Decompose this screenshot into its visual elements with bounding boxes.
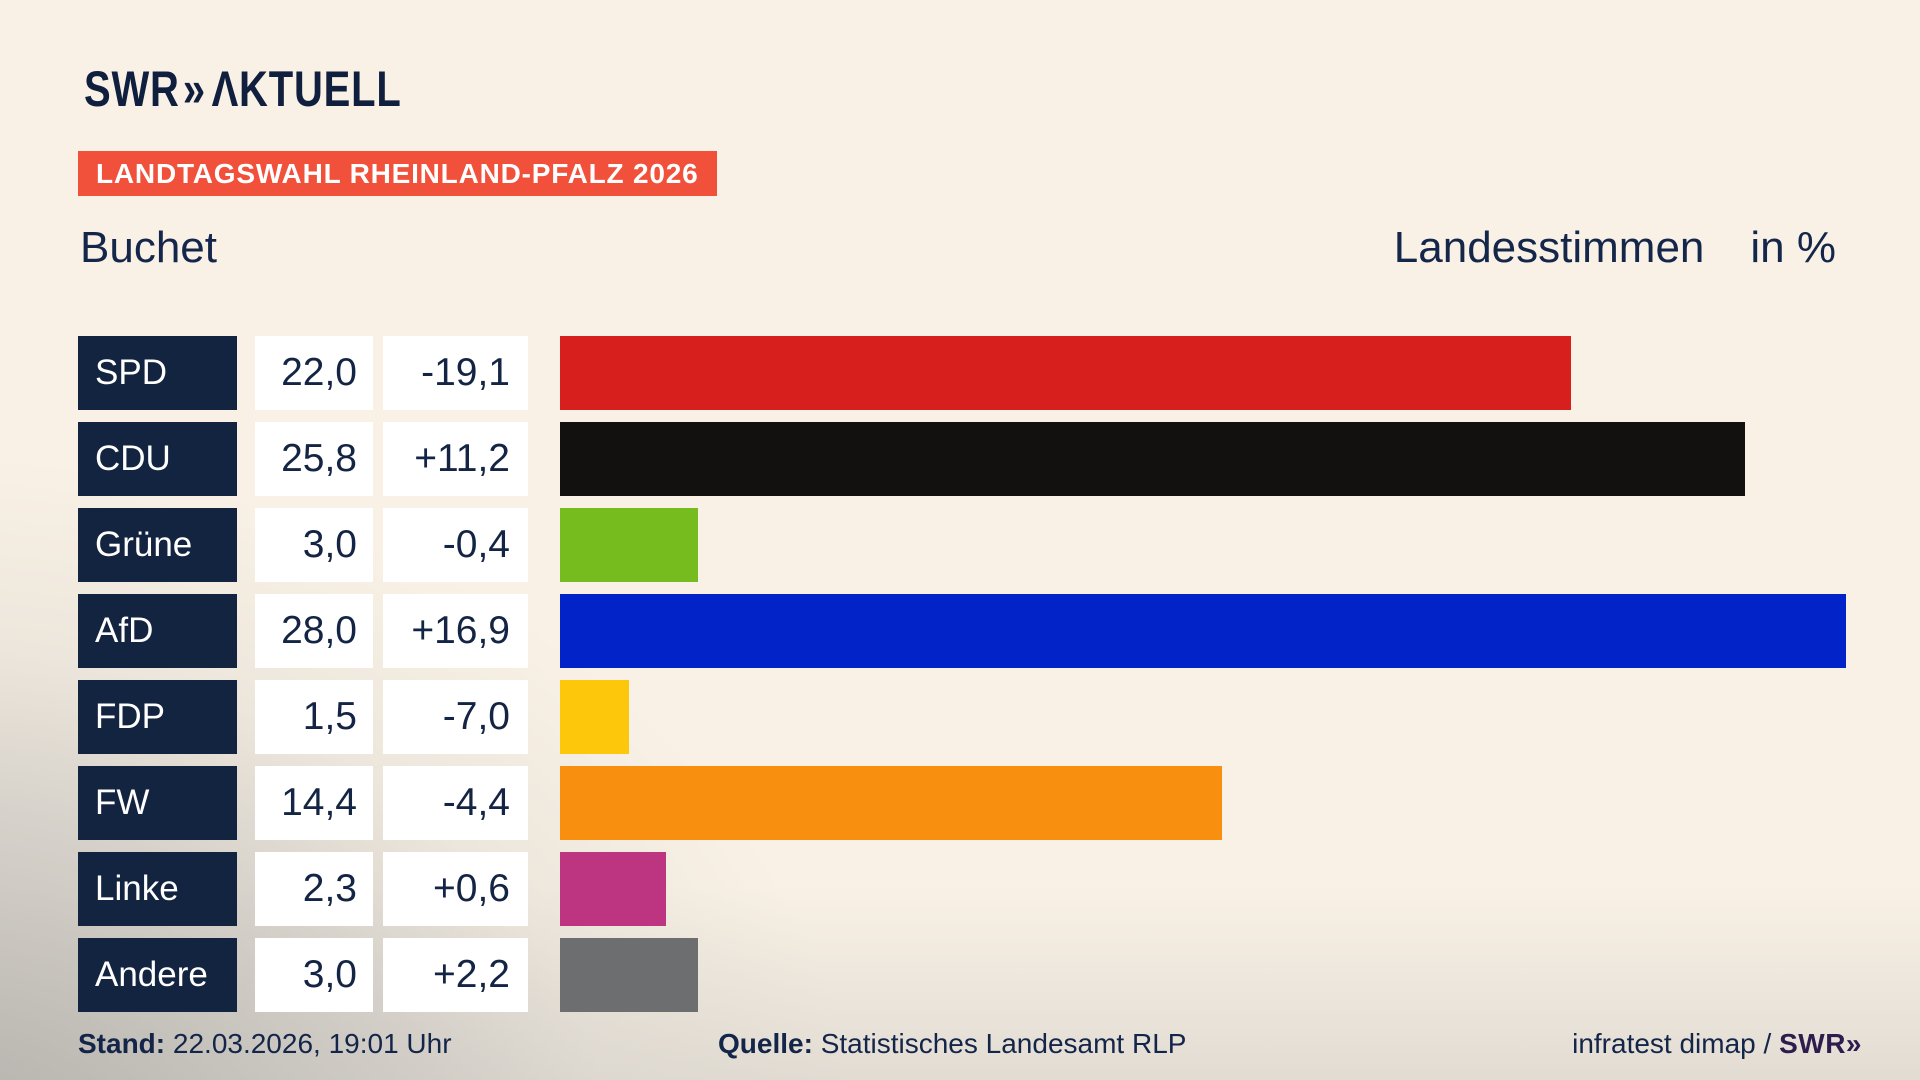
footer: Stand: 22.03.2026, 19:01 Uhr Quelle: Sta… (0, 1028, 1920, 1070)
swr-logo-text: SWR (84, 61, 180, 117)
bar-track (560, 594, 1920, 668)
table-row: Andere 3,0 +2,2 (78, 938, 1920, 1012)
table-row: SPD 22,0 -19,1 (78, 336, 1920, 410)
change-value: +2,2 (433, 953, 510, 996)
table-row: FW 14,4 -4,4 (78, 766, 1920, 840)
result-value: 28,0 (281, 609, 357, 652)
election-banner: LANDTAGSWAHL RHEINLAND-PFALZ 2026 (78, 151, 717, 196)
result-value-cell: 3,0 (255, 508, 373, 582)
change-value: +16,9 (411, 609, 510, 652)
result-bar (560, 766, 1222, 840)
bar-track (560, 422, 1920, 496)
result-value-cell: 25,8 (255, 422, 373, 496)
swr-aktuell-logo: SWR» ΛKTUELL (84, 64, 402, 114)
result-value: 3,0 (302, 953, 357, 996)
source-info: Quelle: Statistisches Landesamt RLP (718, 1028, 1186, 1060)
source-label: Quelle: (718, 1028, 813, 1059)
party-label: Grüne (95, 525, 193, 564)
change-value-cell: -4,4 (383, 766, 528, 840)
credit-text: infratest dimap / (1572, 1028, 1780, 1059)
unit-label: in % (1750, 223, 1836, 272)
result-bar (560, 594, 1847, 668)
party-label: Andere (95, 955, 208, 994)
party-label: SPD (95, 353, 167, 392)
result-value-cell: 1,5 (255, 680, 373, 754)
change-value: +11,2 (414, 437, 510, 480)
stand-label: Stand: (78, 1028, 166, 1059)
change-value: +0,6 (433, 867, 510, 910)
result-bar (560, 680, 629, 754)
party-label-cell: FW (78, 766, 237, 840)
change-value-cell: -7,0 (383, 680, 528, 754)
change-value-cell: +11,2 (383, 422, 528, 496)
table-row: FDP 1,5 -7,0 (78, 680, 1920, 754)
municipality-title: Buchet (80, 223, 217, 272)
bar-track (560, 766, 1920, 840)
swr-credit-logo: SWR» (1779, 1028, 1862, 1059)
vote-type-label: Landesstimmen (1393, 223, 1705, 272)
aktuell-logo-text: ΛKTUELL (211, 61, 402, 117)
double-chevron-icon: » (182, 61, 205, 117)
change-value-cell: -0,4 (383, 508, 528, 582)
bar-track (560, 680, 1920, 754)
party-label: CDU (95, 439, 171, 478)
stand-info: Stand: 22.03.2026, 19:01 Uhr (78, 1028, 452, 1060)
result-value-cell: 2,3 (255, 852, 373, 926)
result-value: 25,8 (281, 437, 357, 480)
bar-track (560, 336, 1920, 410)
table-row: Grüne 3,0 -0,4 (78, 508, 1920, 582)
table-row: Linke 2,3 +0,6 (78, 852, 1920, 926)
party-label-cell: Andere (78, 938, 237, 1012)
result-value-cell: 22,0 (255, 336, 373, 410)
party-label-cell: Grüne (78, 508, 237, 582)
stand-value: 22.03.2026, 19:01 Uhr (165, 1028, 452, 1059)
result-value: 1,5 (302, 695, 357, 738)
change-value: -0,4 (442, 523, 510, 566)
result-value: 22,0 (281, 351, 357, 394)
table-row: CDU 25,8 +11,2 (78, 422, 1920, 496)
bar-track (560, 852, 1920, 926)
result-bar (560, 336, 1571, 410)
bar-track (560, 938, 1920, 1012)
party-label: AfD (95, 611, 154, 650)
credit-info: infratest dimap / SWR» (1572, 1028, 1862, 1060)
result-value-cell: 14,4 (255, 766, 373, 840)
result-bar (560, 508, 698, 582)
table-row: AfD 28,0 +16,9 (78, 594, 1920, 668)
vote-type-title: Landesstimmen in % (1394, 222, 1836, 275)
result-value: 3,0 (302, 523, 357, 566)
party-label-cell: Linke (78, 852, 237, 926)
change-value: -7,0 (442, 695, 510, 738)
change-value: -4,4 (442, 781, 510, 824)
party-label-cell: FDP (78, 680, 237, 754)
result-bar (560, 422, 1746, 496)
result-bar (560, 938, 698, 1012)
change-value-cell: +2,2 (383, 938, 528, 1012)
party-label-cell: AfD (78, 594, 237, 668)
change-value-cell: +16,9 (383, 594, 528, 668)
change-value: -19,1 (421, 351, 510, 394)
result-value-cell: 28,0 (255, 594, 373, 668)
result-value: 14,4 (281, 781, 357, 824)
bar-track (560, 508, 1920, 582)
change-value-cell: -19,1 (383, 336, 528, 410)
source-value: Statistisches Landesamt RLP (812, 1028, 1187, 1059)
result-value-cell: 3,0 (255, 938, 373, 1012)
results-table: SPD 22,0 -19,1 CDU 25,8 +11,2 (78, 336, 1920, 1024)
party-label: FW (95, 783, 150, 822)
party-label-cell: SPD (78, 336, 237, 410)
change-value-cell: +0,6 (383, 852, 528, 926)
party-label: Linke (95, 869, 179, 908)
result-bar (560, 852, 666, 926)
party-label: FDP (95, 697, 165, 736)
result-value: 2,3 (302, 867, 357, 910)
party-label-cell: CDU (78, 422, 237, 496)
